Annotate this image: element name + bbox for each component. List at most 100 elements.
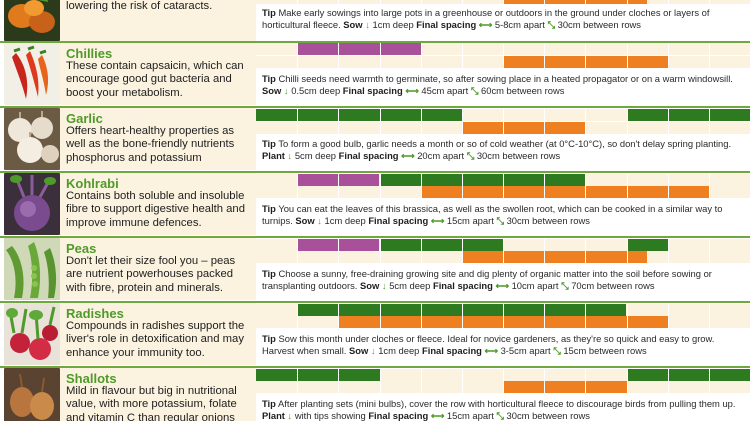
depth-value: 5cm deep xyxy=(294,150,336,162)
double-arrow-icon: ⟷ xyxy=(484,345,498,357)
month-divider xyxy=(503,0,504,4)
month-divider xyxy=(667,186,669,198)
month-divider xyxy=(708,316,710,328)
chillies-info: Chillies These contain capsaicin, which … xyxy=(60,43,256,105)
month-divider xyxy=(544,369,546,381)
month-divider xyxy=(585,369,587,381)
tip-text: You can eat the leaves of this brassica,… xyxy=(262,203,723,227)
month-divider xyxy=(338,0,340,4)
tip-text: Make early sowings into large pots in a … xyxy=(262,7,710,31)
tip-label: Tip xyxy=(262,73,276,84)
month-divider xyxy=(667,109,669,121)
harvest-timeline xyxy=(256,251,750,263)
peas-info: Peas Don't let their size fool you – pea… xyxy=(60,238,256,300)
shallots-tip: Tip After planting sets (mini bulbs), co… xyxy=(256,398,750,421)
month-divider xyxy=(338,239,340,251)
kohlrabi-tip: Tip You can eat the leaves of this brass… xyxy=(256,203,750,230)
month-divider xyxy=(708,369,710,381)
plant-period-bar xyxy=(379,174,586,186)
month-divider xyxy=(667,174,669,186)
month-divider xyxy=(297,239,299,251)
month-divider xyxy=(626,186,628,198)
month-divider xyxy=(544,174,546,186)
month-divider xyxy=(708,122,710,134)
month-divider xyxy=(420,174,422,186)
month-divider xyxy=(626,109,628,121)
month-divider xyxy=(297,109,299,121)
garlic-photo xyxy=(4,108,60,170)
month-divider xyxy=(420,109,422,121)
month-divider xyxy=(461,381,463,393)
spacing-label: Final spacing xyxy=(432,280,493,292)
sow-label: Sow xyxy=(343,19,363,31)
month-divider xyxy=(379,251,381,263)
month-divider xyxy=(297,0,299,4)
chillies-tip: Tip Chilli seeds need warmth to germinat… xyxy=(256,73,750,100)
month-divider xyxy=(503,109,504,121)
crop-name: Kohlrabi xyxy=(66,176,119,191)
month-divider xyxy=(420,251,422,263)
month-divider xyxy=(420,56,422,68)
spacing-label: Final spacing xyxy=(421,345,482,357)
month-divider xyxy=(338,186,340,198)
tip-text: After planting sets (mini bulbs), cover … xyxy=(277,398,736,409)
month-divider xyxy=(297,122,299,134)
rows-value: 30cm between rows xyxy=(506,410,590,421)
harvest-timeline xyxy=(256,381,750,393)
month-divider xyxy=(626,369,628,381)
diagonal-arrows-icon: ⤡ xyxy=(547,19,556,31)
month-divider xyxy=(420,304,422,316)
crop-name: Chillies xyxy=(66,46,113,61)
tip-text: Choose a sunny, free-draining growing si… xyxy=(262,268,712,292)
spacing-label: Final spacing xyxy=(368,410,429,421)
shallots-calendar: Tip After planting sets (mini bulbs), co… xyxy=(256,368,750,421)
month-divider xyxy=(461,122,463,134)
tip-label: Tip xyxy=(262,398,276,409)
shallots-info: Shallots Mild in flavour but big in nutr… xyxy=(60,368,256,421)
crop-row-radishes: Radishes Compounds in radishes support t… xyxy=(0,303,750,366)
depth-value: 1cm deep xyxy=(324,215,366,227)
month-divider xyxy=(379,109,381,121)
crop-description: Compounds in radishes support the liver'… xyxy=(66,320,245,359)
sow-label: Sow xyxy=(349,345,369,357)
month-divider xyxy=(585,0,587,4)
month-divider xyxy=(585,186,587,198)
harvest-period-bar xyxy=(503,0,648,4)
month-divider xyxy=(503,43,504,55)
diagonal-arrows-icon: ⤡ xyxy=(496,215,504,227)
divider xyxy=(0,366,750,368)
month-divider xyxy=(503,304,504,316)
crop-description: Offers heart-healthy properties as well … xyxy=(66,125,235,164)
double-arrow-icon: ⟷ xyxy=(478,19,493,31)
month-divider xyxy=(544,122,546,134)
divider xyxy=(0,41,750,43)
carrots-info: A good source of carotenoids, which prot… xyxy=(60,0,256,41)
radishes-tip: Tip Sow this month under cloches or flee… xyxy=(256,333,750,360)
crop-row-garlic: Garlic Offers heart-healthy properties a… xyxy=(0,108,750,171)
tip-label: Tip xyxy=(262,203,276,214)
rows-value: 70cm between rows xyxy=(571,280,655,292)
arrow-down-icon: ↓ xyxy=(370,345,376,357)
double-arrow-icon: ⟷ xyxy=(430,410,445,421)
month-divider xyxy=(585,381,587,393)
harvest-period-bar xyxy=(461,251,648,263)
spacing-label: Final spacing xyxy=(338,150,399,162)
month-divider xyxy=(544,56,546,68)
sow-plant-timeline xyxy=(256,369,750,381)
carrots-tip: Tip Make early sowings into large pots i… xyxy=(256,7,750,34)
shallots-photo xyxy=(4,368,60,421)
month-divider xyxy=(544,304,546,316)
month-divider xyxy=(297,251,299,263)
spacing-label: Final spacing xyxy=(416,19,477,31)
month-divider xyxy=(379,381,381,393)
month-divider xyxy=(461,304,463,316)
month-divider xyxy=(626,251,628,263)
month-divider xyxy=(503,239,504,251)
month-divider xyxy=(503,251,504,263)
arrow-down-icon: ↓ xyxy=(365,19,370,31)
depth-value: 1cm deep xyxy=(372,19,414,31)
month-divider xyxy=(667,316,669,328)
harvest-timeline xyxy=(256,316,750,328)
month-divider xyxy=(585,239,587,251)
month-divider xyxy=(585,251,587,263)
